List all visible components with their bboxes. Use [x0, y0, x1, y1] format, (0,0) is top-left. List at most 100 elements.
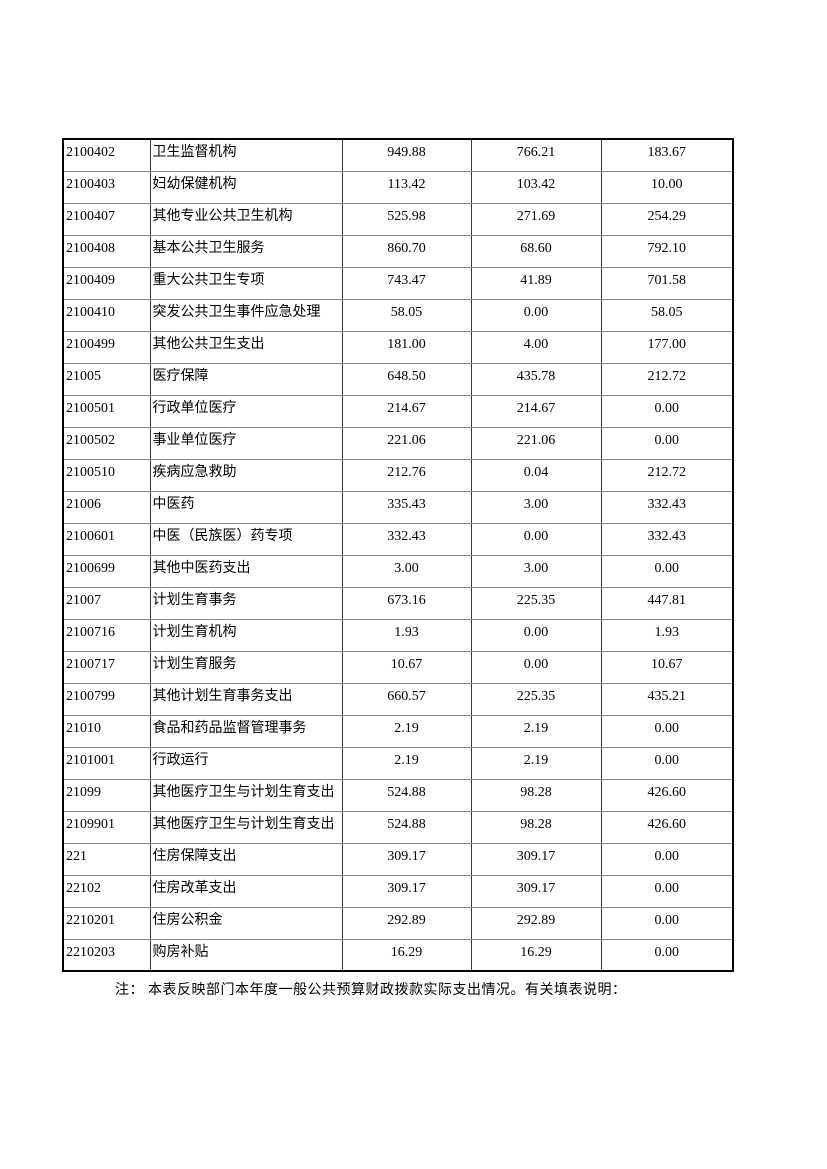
row-code-cell: 2100716: [62, 618, 151, 652]
row-name-cell: 中医（民族医）药专项: [149, 522, 343, 556]
row-name-cell: 食品和药品监督管理事务: [149, 714, 343, 748]
row-code-cell: 21007: [62, 586, 151, 620]
row-value-cell: 271.69: [470, 202, 602, 236]
table-row: 2100799 其他计划生育事务支出 660.57 225.35 435.21: [62, 682, 734, 716]
row-name-cell: 购房补贴: [149, 938, 343, 972]
row-value-cell: 673.16: [341, 586, 472, 620]
row-code-cell: 2100501: [62, 394, 151, 428]
table-row: 2100499 其他公共卫生支出 181.00 4.00 177.00: [62, 330, 734, 364]
row-value-cell: 648.50: [341, 362, 472, 396]
footnote: 注： 本表反映部门本年度一般公共预算财政拨款实际支出情况。有关填表说明：: [115, 983, 627, 998]
row-value-cell: 292.89: [470, 906, 602, 940]
row-name-cell: 其他中医药支出: [149, 554, 343, 588]
row-name-cell: 计划生育服务: [149, 650, 343, 684]
row-code-cell: 2100699: [62, 554, 151, 588]
row-code-cell: 21099: [62, 778, 151, 812]
table-row: 2100402 卫生监督机构 949.88 766.21 183.67: [62, 138, 734, 172]
table-row: 21005 医疗保障 648.50 435.78 212.72: [62, 362, 734, 396]
table-row: 2100717 计划生育服务 10.67 0.00 10.67: [62, 650, 734, 684]
row-code-cell: 2210203: [62, 938, 151, 972]
row-value-cell: 183.67: [600, 138, 734, 172]
row-value-cell: 0.00: [600, 714, 734, 748]
row-name-cell: 计划生育机构: [149, 618, 343, 652]
row-value-cell: 58.05: [341, 298, 472, 332]
budget-table-body: 2100402 卫生监督机构 949.88 766.21 183.67 2100403 妇幼…: [62, 138, 734, 972]
table-row: 2100407 其他专业公共卫生机构 525.98 271.69 254.29: [62, 202, 734, 236]
row-value-cell: 4.00: [470, 330, 602, 364]
budget-table: 2100402 卫生监督机构 949.88 766.21 183.67 2100403 妇幼…: [62, 138, 734, 972]
row-code-cell: 2109901: [62, 810, 151, 844]
row-value-cell: 435.21: [600, 682, 734, 716]
row-value-cell: 98.28: [470, 778, 602, 812]
row-value-cell: 525.98: [341, 202, 472, 236]
table-row: 2100601 中医（民族医）药专项 332.43 0.00 332.43: [62, 522, 734, 556]
row-value-cell: 2.19: [470, 714, 602, 748]
row-value-cell: 524.88: [341, 778, 472, 812]
row-value-cell: 332.43: [600, 522, 734, 556]
row-value-cell: 0.00: [600, 874, 734, 908]
row-value-cell: 332.43: [600, 490, 734, 524]
table-row: 22102 住房改革支出 309.17 309.17 0.00: [62, 874, 734, 908]
table-row: 21010 食品和药品监督管理事务 2.19 2.19 0.00: [62, 714, 734, 748]
row-value-cell: 2.19: [470, 746, 602, 780]
row-value-cell: 221.06: [470, 426, 602, 460]
row-code-cell: 2100502: [62, 426, 151, 460]
row-name-cell: 住房改革支出: [149, 874, 343, 908]
row-code-cell: 22102: [62, 874, 151, 908]
table-row: 2100502 事业单位医疗 221.06 221.06 0.00: [62, 426, 734, 460]
table-row: 2100403 妇幼保健机构 113.42 103.42 10.00: [62, 170, 734, 204]
row-code-cell: 2100408: [62, 234, 151, 268]
row-code-cell: 21010: [62, 714, 151, 748]
row-code-cell: 2101001: [62, 746, 151, 780]
row-name-cell: 计划生育事务: [149, 586, 343, 620]
row-name-cell: 其他计划生育事务支出: [149, 682, 343, 716]
row-value-cell: 0.04: [470, 458, 602, 492]
row-value-cell: 113.42: [341, 170, 472, 204]
table-row: 2210201 住房公积金 292.89 292.89 0.00: [62, 906, 734, 940]
row-value-cell: 0.00: [600, 426, 734, 460]
row-value-cell: 3.00: [470, 554, 602, 588]
row-value-cell: 68.60: [470, 234, 602, 268]
row-name-cell: 医疗保障: [149, 362, 343, 396]
row-value-cell: 309.17: [470, 842, 602, 876]
table-row: 2109901 其他医疗卫生与计划生育支出 524.88 98.28 426.60: [62, 810, 734, 844]
row-value-cell: 701.58: [600, 266, 734, 300]
row-value-cell: 225.35: [470, 586, 602, 620]
row-value-cell: 225.35: [470, 682, 602, 716]
row-name-cell: 行政运行: [149, 746, 343, 780]
row-value-cell: 2.19: [341, 746, 472, 780]
row-code-cell: 2100402: [62, 138, 151, 172]
row-name-cell: 妇幼保健机构: [149, 170, 343, 204]
row-value-cell: 221.06: [341, 426, 472, 460]
row-value-cell: 0.00: [600, 746, 734, 780]
row-value-cell: 660.57: [341, 682, 472, 716]
table-row: 221 住房保障支出 309.17 309.17 0.00: [62, 842, 734, 876]
row-value-cell: 332.43: [341, 522, 472, 556]
row-value-cell: 1.93: [341, 618, 472, 652]
row-name-cell: 重大公共卫生专项: [149, 266, 343, 300]
row-value-cell: 212.76: [341, 458, 472, 492]
row-value-cell: 435.78: [470, 362, 602, 396]
row-code-cell: 2100407: [62, 202, 151, 236]
table-row: 2100409 重大公共卫生专项 743.47 41.89 701.58: [62, 266, 734, 300]
row-value-cell: 16.29: [341, 938, 472, 972]
row-name-cell: 行政单位医疗: [149, 394, 343, 428]
row-name-cell: 疾病应急救助: [149, 458, 343, 492]
row-code-cell: 2100499: [62, 330, 151, 364]
table-row: 2100510 疾病应急救助 212.76 0.04 212.72: [62, 458, 734, 492]
row-name-cell: 中医药: [149, 490, 343, 524]
row-code-cell: 221: [62, 842, 151, 876]
row-value-cell: 426.60: [600, 810, 734, 844]
row-value-cell: 949.88: [341, 138, 472, 172]
row-value-cell: 212.72: [600, 362, 734, 396]
row-value-cell: 0.00: [470, 618, 602, 652]
row-value-cell: 766.21: [470, 138, 602, 172]
row-value-cell: 2.19: [341, 714, 472, 748]
row-value-cell: 254.29: [600, 202, 734, 236]
row-value-cell: 309.17: [470, 874, 602, 908]
row-code-cell: 2100410: [62, 298, 151, 332]
row-code-cell: 21006: [62, 490, 151, 524]
row-value-cell: 0.00: [470, 650, 602, 684]
row-value-cell: 0.00: [470, 298, 602, 332]
table-row: 2100410 突发公共卫生事件应急处理 58.05 0.00 58.05: [62, 298, 734, 332]
